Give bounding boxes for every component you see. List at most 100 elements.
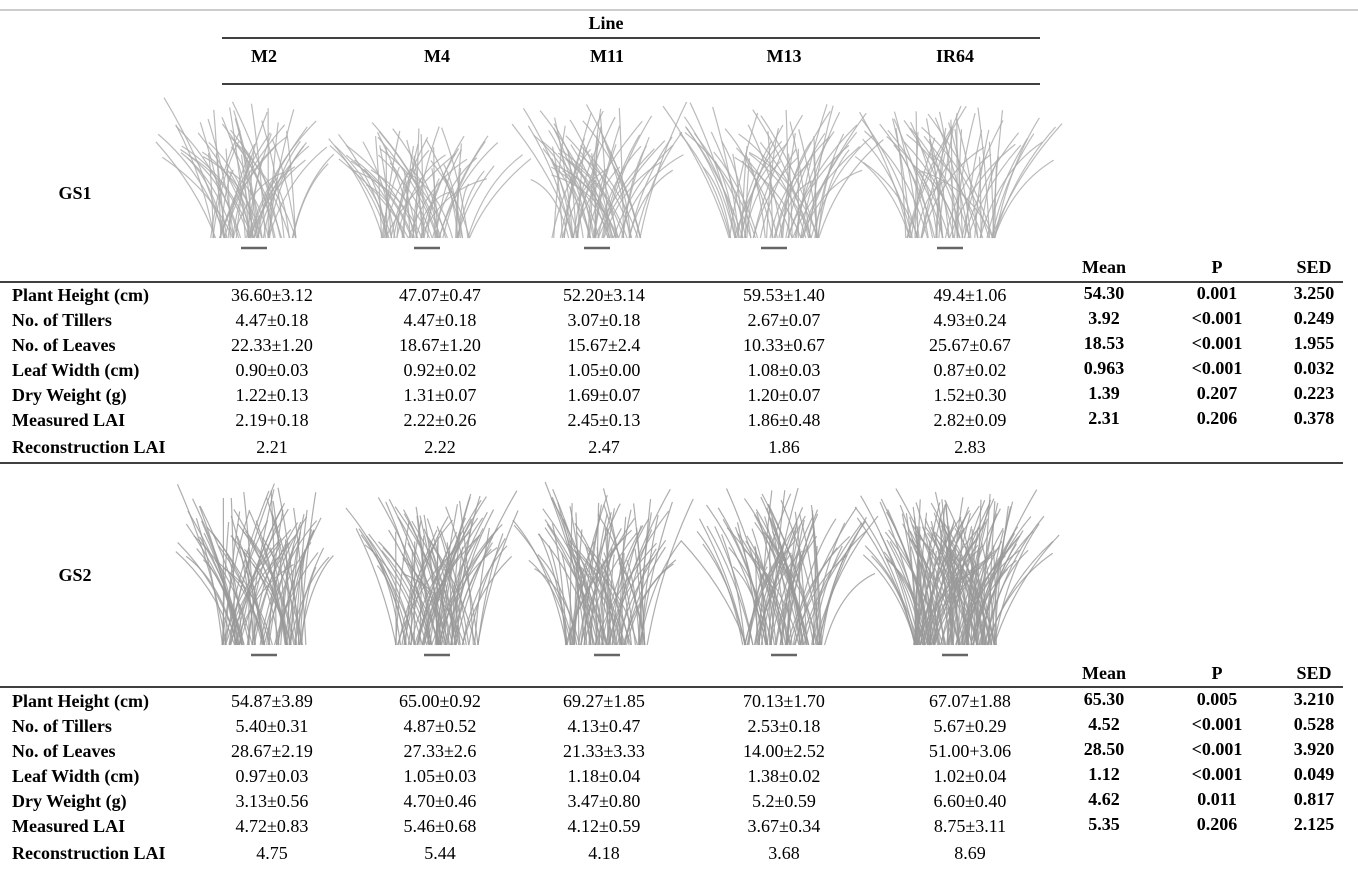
stat-value: 1.12: [1088, 764, 1120, 784]
cell-value: 52.20±3.14: [563, 285, 645, 305]
plant-image: [512, 102, 687, 248]
leaf: [636, 132, 682, 238]
row-label: No. of Tillers: [12, 716, 112, 736]
cell-value: 5.2±0.59: [752, 791, 816, 811]
cell-value: 1.86±0.48: [748, 410, 821, 430]
cell-value: 5.40±0.31: [236, 716, 309, 736]
cell-value: 2.53±0.18: [748, 716, 821, 736]
stat-value: 2.125: [1294, 814, 1335, 834]
stat-value: <0.001: [1192, 358, 1243, 378]
stat-header: SED: [1296, 257, 1331, 277]
cell-value: 5.46±0.68: [404, 816, 477, 836]
cell-value: 2.19+0.18: [235, 410, 308, 430]
cell-value: 21.33±3.33: [563, 741, 645, 761]
cell-value: 4.87±0.52: [404, 716, 477, 736]
cell-value: 4.18: [588, 843, 620, 863]
cell-value: 2.45±0.13: [568, 410, 641, 430]
row-label: Dry Weight (g): [12, 385, 127, 406]
row-label: Plant Height (cm): [12, 285, 149, 306]
stat-header: Mean: [1082, 663, 1126, 683]
cell-value: 15.67±2.4: [568, 335, 641, 355]
cell-value: 0.90±0.03: [236, 360, 309, 380]
cell-value: 49.4±1.06: [934, 285, 1007, 305]
cell-value: 2.21: [256, 437, 288, 457]
row-label: Reconstruction LAI: [12, 843, 166, 863]
stage-label: GS1: [58, 183, 91, 203]
stat-value: <0.001: [1192, 764, 1243, 784]
line-header: M2: [251, 46, 277, 66]
cell-value: 3.68: [768, 843, 800, 863]
cell-value: 70.13±1.70: [743, 691, 825, 711]
plant-image: [156, 98, 334, 248]
row-label: Measured LAI: [12, 410, 125, 430]
leaf: [819, 521, 866, 645]
stat-value: 4.62: [1088, 789, 1120, 809]
stat-header: P: [1212, 257, 1223, 277]
cell-value: 4.70±0.46: [404, 791, 477, 811]
cell-value: 5.44: [424, 843, 456, 863]
row-label: Dry Weight (g): [12, 791, 127, 812]
leaf: [803, 113, 866, 238]
row-label: No. of Tillers: [12, 310, 112, 330]
leaf: [469, 159, 531, 238]
stat-value: <0.001: [1192, 308, 1243, 328]
stat-value: 3.920: [1294, 739, 1335, 759]
leaf: [663, 106, 729, 238]
stat-value: 0.817: [1294, 789, 1335, 809]
plant-image: [855, 489, 1059, 655]
stage-label: GS2: [58, 565, 91, 585]
plant-image: [513, 482, 693, 655]
stat-value: 0.378: [1294, 408, 1335, 428]
plant-image: [329, 123, 531, 248]
stat-value: 0.223: [1294, 383, 1335, 403]
stat-value: 3.210: [1294, 689, 1335, 709]
stat-value: 0.011: [1197, 789, 1237, 809]
cell-value: 3.13±0.56: [236, 791, 309, 811]
cell-value: 65.00±0.92: [399, 691, 481, 711]
stat-value: 0.249: [1294, 308, 1335, 328]
cell-value: 4.47±0.18: [404, 310, 477, 330]
stat-value: 0.005: [1197, 689, 1238, 709]
cell-value: 10.33±0.67: [743, 335, 825, 355]
cell-value: 1.22±0.13: [236, 385, 309, 405]
row-label: Plant Height (cm): [12, 691, 149, 712]
cell-value: 2.83: [954, 437, 986, 457]
cell-value: 28.67±2.19: [231, 741, 313, 761]
stat-value: 0.207: [1197, 383, 1238, 403]
cell-value: 4.47±0.18: [236, 310, 309, 330]
stat-header: P: [1212, 663, 1223, 683]
stat-value: <0.001: [1192, 739, 1243, 759]
cell-value: 4.13±0.47: [568, 716, 641, 736]
leaf: [468, 155, 523, 238]
stat-value: 0.001: [1197, 283, 1238, 303]
cell-value: 3.07±0.18: [568, 310, 641, 330]
stat-value: 0.206: [1197, 408, 1238, 428]
row-label: No. of Leaves: [12, 741, 115, 761]
cell-value: 54.87±3.89: [231, 691, 313, 711]
leaf: [825, 573, 875, 645]
stat-value: 0.963: [1084, 358, 1125, 378]
cell-value: 1.20±0.07: [748, 385, 821, 405]
line-header: M4: [424, 46, 450, 66]
stat-header: Mean: [1082, 257, 1126, 277]
cell-value: 6.60±0.40: [934, 791, 1007, 811]
group-header: Line: [588, 13, 623, 33]
cell-value: 1.08±0.03: [748, 360, 821, 380]
plant-image: [176, 484, 334, 655]
cell-value: 18.67±1.20: [399, 335, 481, 355]
stat-header: SED: [1296, 663, 1331, 683]
cell-value: 14.00±2.52: [743, 741, 825, 761]
cell-value: 1.18±0.04: [568, 766, 641, 786]
cell-value: 2.82±0.09: [934, 410, 1007, 430]
stat-value: 0.049: [1294, 764, 1335, 784]
cell-value: 27.33±2.6: [404, 741, 477, 761]
plant-image: [663, 103, 883, 248]
leaf: [512, 124, 574, 238]
cell-value: 1.38±0.02: [748, 766, 821, 786]
cell-value: 67.07±1.88: [929, 691, 1011, 711]
cell-value: 69.27±1.85: [563, 691, 645, 711]
stat-value: 5.35: [1088, 814, 1120, 834]
cell-value: 4.72±0.83: [236, 816, 309, 836]
cell-value: 0.92±0.02: [404, 360, 477, 380]
stat-value: 18.53: [1084, 333, 1125, 353]
